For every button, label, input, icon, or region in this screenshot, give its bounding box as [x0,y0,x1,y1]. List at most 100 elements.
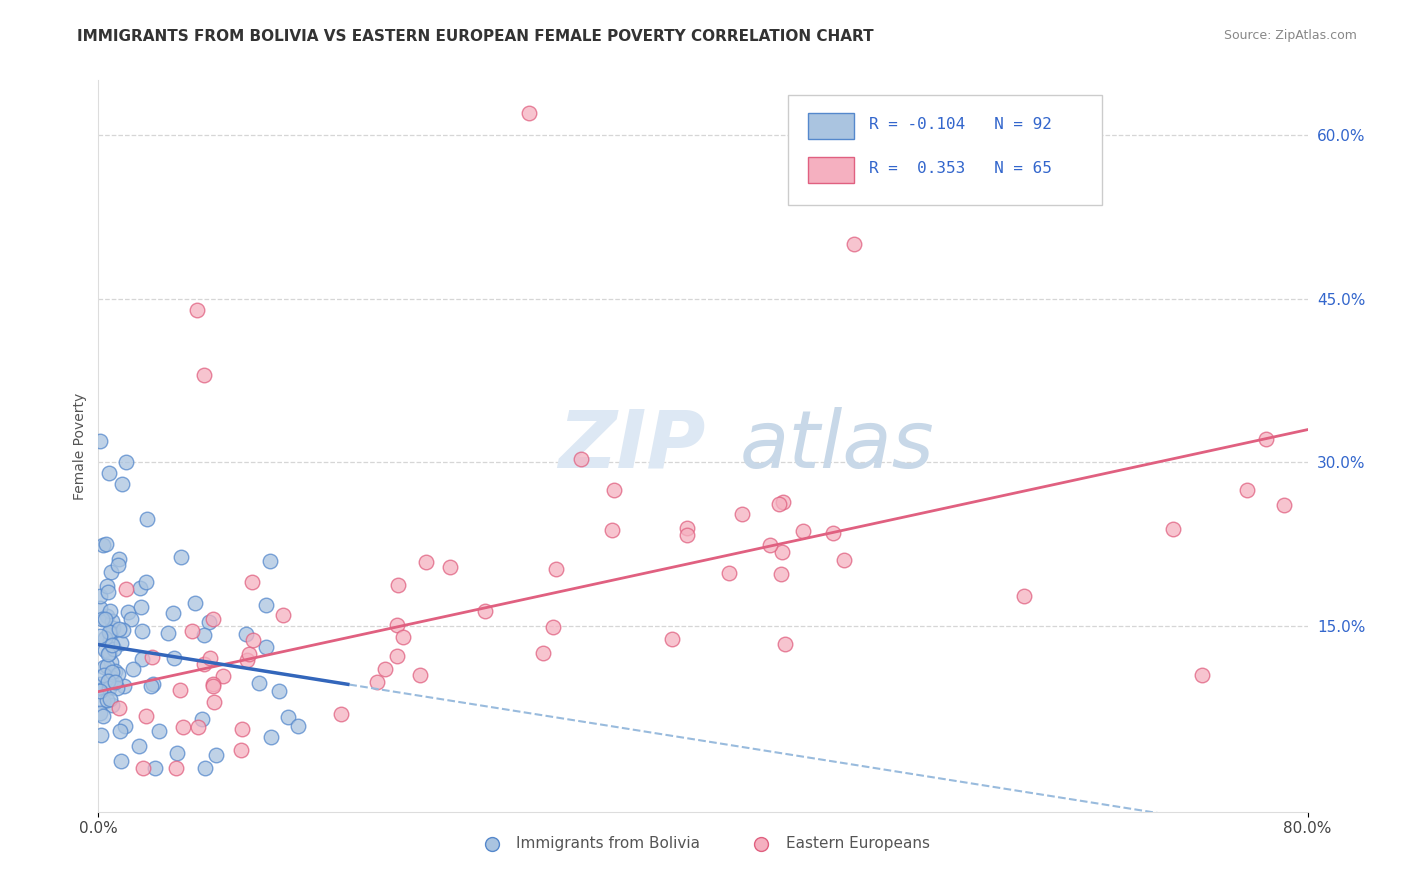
Point [661,632,683,646]
Point [1191,668,1213,682]
Point [108,724,131,739]
Text: R =  0.353   N = 65: R = 0.353 N = 65 [869,161,1052,177]
Point [186,302,208,317]
Point [94,631,117,645]
Point [374,662,396,676]
Point [172,720,194,734]
Point [131,652,153,666]
Point [212,669,235,683]
Point [773,637,796,651]
Point [231,743,253,757]
FancyBboxPatch shape [787,95,1102,204]
Point [94,612,117,626]
Point [91,693,114,707]
Point [247,676,270,690]
Point [139,680,162,694]
Point [602,483,624,498]
Point [769,566,792,581]
Point [242,632,264,647]
Point [204,695,226,709]
Point [329,706,352,721]
Point [111,477,134,491]
Point [821,526,844,541]
Point [142,677,165,691]
Point [121,662,143,676]
Point [271,607,294,622]
Point [89,434,111,448]
Point [107,558,129,573]
Point [101,638,124,652]
Point [98,633,121,648]
Point [91,709,114,723]
Point [104,664,127,678]
Point [107,667,129,681]
Point [198,651,221,665]
Point [91,681,114,696]
Point [385,648,408,663]
Point [238,647,260,661]
Point [101,665,124,679]
Point [96,693,118,707]
Point [202,677,225,691]
Point [198,615,221,629]
Point [100,655,122,669]
Text: ZIP: ZIP [558,407,706,485]
Point [190,712,212,726]
Point [277,710,299,724]
Point [98,692,121,706]
Point [143,761,166,775]
Point [287,718,309,732]
Point [165,761,187,775]
Point [162,606,184,620]
Point [101,621,124,635]
Point [254,640,277,655]
Point [844,237,866,252]
Point [569,451,592,466]
Point [114,719,136,733]
Point [89,589,111,603]
Point [103,641,125,656]
Point [235,627,257,641]
Y-axis label: Female Poverty: Female Poverty [73,392,87,500]
Point [98,604,121,618]
Point [156,626,179,640]
Point [439,560,461,574]
Point [544,562,567,576]
Point [96,609,118,624]
Point [111,623,134,637]
Point [366,675,388,690]
Point [267,684,290,698]
Point [148,724,170,739]
Point [129,582,152,596]
Point [541,620,564,634]
Point [832,553,855,567]
Point [792,524,814,539]
Point [132,761,155,775]
Text: Source: ZipAtlas.com: Source: ZipAtlas.com [1223,29,1357,43]
Point [104,675,127,690]
Point [97,584,120,599]
Text: atlas: atlas [740,407,934,485]
Point [131,624,153,638]
Point [187,720,209,734]
Point [731,507,754,521]
Point [112,679,135,693]
Point [718,566,741,581]
Point [236,653,259,667]
Point [772,495,794,509]
Point [240,575,263,590]
Point [89,706,111,720]
Point [101,698,124,713]
Point [120,612,142,626]
Point [675,527,697,541]
Legend: Immigrants from Bolivia, Eastern Europeans: Immigrants from Bolivia, Eastern Europea… [470,830,936,856]
Point [97,647,120,661]
Point [115,582,138,596]
Point [169,682,191,697]
Point [205,747,228,762]
Point [259,554,281,568]
Point [96,537,118,551]
Point [98,646,121,660]
Point [1272,499,1295,513]
Point [409,668,432,682]
